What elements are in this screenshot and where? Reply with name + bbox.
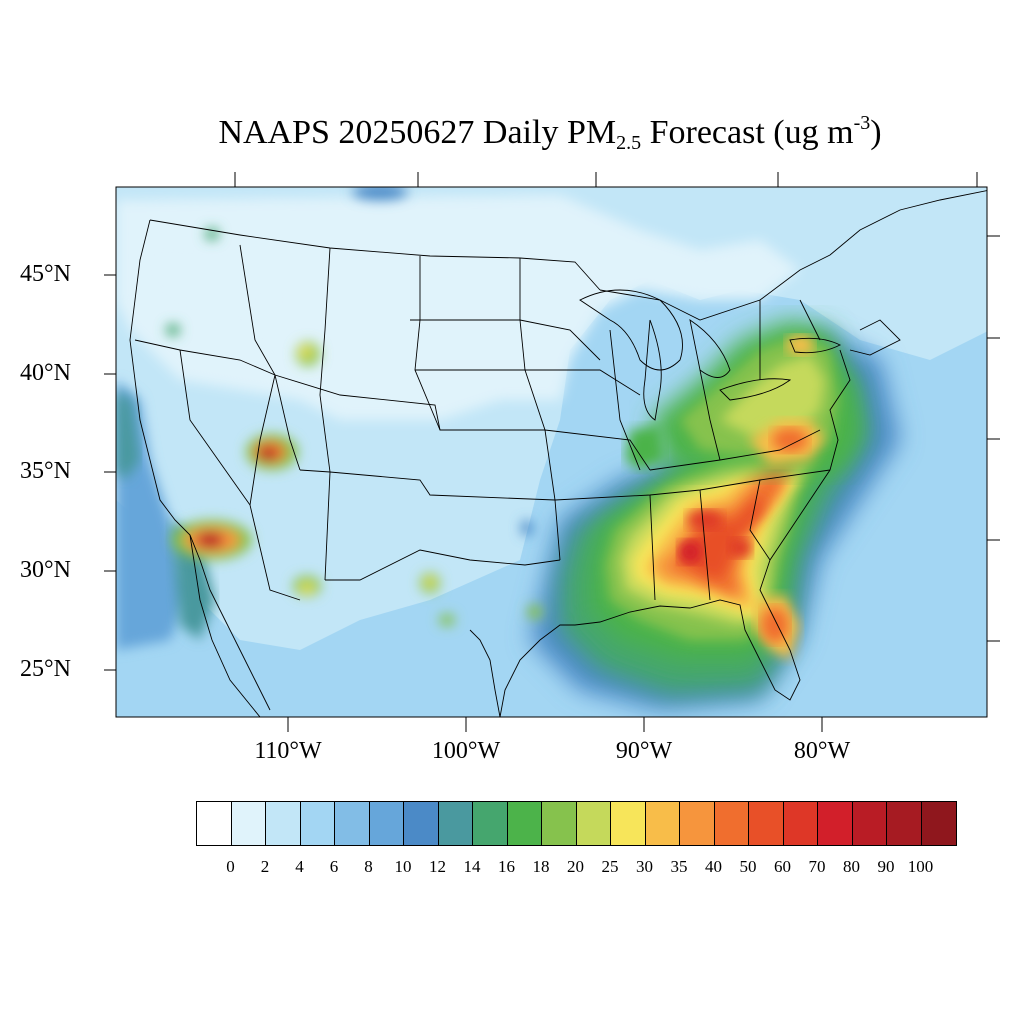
legend-label: 16 [498,857,515,876]
legend-color-box [404,802,439,845]
legend-label: 100 [907,857,934,876]
lat-label-35n: 35°N [20,458,71,484]
axis-ticks [104,172,1000,732]
legend-color-box [438,802,473,845]
map-field [116,187,987,717]
legend-label: 0 [226,857,235,876]
legend-color-box [680,802,715,845]
legend-label: 35 [670,857,688,876]
legend-color-box [369,802,404,845]
lon-label-100w: 100°W [431,738,501,764]
legend-label: 90 [877,857,895,876]
legend-color-box [611,802,646,845]
legend-label: 60 [774,857,791,876]
legend-label: 10 [394,857,412,876]
legend-label: 18 [532,857,550,876]
legend-label: 8 [364,857,373,876]
legend-label: 40 [705,857,722,876]
legend-color-box [714,802,749,845]
legend-label: 70 [808,857,826,876]
legend-color-box [266,802,301,845]
legend-color-box [818,802,853,845]
map-frame [115,186,988,718]
legend-label: 12 [429,857,446,876]
legend-color-box [542,802,577,845]
lat-label-30n: 30°N [20,557,71,583]
coastlines-and-borders [129,190,987,717]
color-legend [196,801,957,846]
legend-color-box [473,802,508,845]
legend-color-box [576,802,611,845]
legend-color-box [507,802,542,845]
legend-color-box [783,802,818,845]
legend-label: 4 [295,857,304,876]
legend-label: 30 [636,857,653,876]
legend-color-box [852,802,887,845]
lat-label-40n: 40°N [20,360,71,386]
legend-label: 20 [567,857,584,876]
legend-label: 80 [843,857,860,876]
legend-label: 2 [260,857,270,876]
legend-label: 14 [463,857,481,876]
legend-label: 6 [329,857,339,876]
legend-color-box [645,802,680,845]
legend-color-box [749,802,784,845]
legend-label: 25 [601,857,619,876]
legend-color-box [921,802,956,845]
legend-color-box [197,802,232,845]
lon-label-80w: 80°W [793,738,851,764]
lat-label-45n: 45°N [20,261,71,287]
legend-color-box [335,802,370,845]
lon-label-90w: 90°W [615,738,673,764]
map-title: NAAPS 20250627 Daily PM2.5 Forecast (ug … [218,112,882,154]
legend-color-box [300,802,335,845]
lat-label-25n: 25°N [20,656,71,682]
legend-color-box [231,802,266,845]
legend-label: 50 [739,857,757,876]
lon-label-110w: 110°W [254,738,322,764]
legend-color-box [887,802,922,845]
